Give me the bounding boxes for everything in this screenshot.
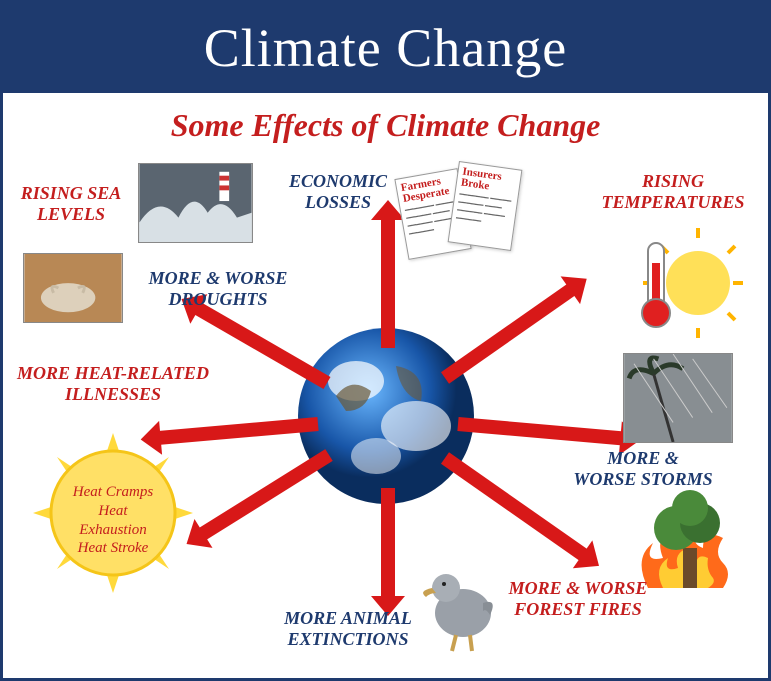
heat-list-item: Exhaustion bbox=[53, 521, 173, 540]
document-insurers: Insurers Broke ━━━━━━━ ━━━━━ ━━━━━━ ━━━━… bbox=[448, 161, 523, 251]
label-econ: ECONOMICLOSSES bbox=[278, 171, 398, 212]
arrow bbox=[457, 417, 623, 445]
wave-image bbox=[138, 163, 253, 243]
earth-icon bbox=[296, 326, 476, 506]
label-fires: MORE & WORSEFOREST FIRES bbox=[493, 578, 663, 619]
label-drought: MORE & WORSEDROUGHTS bbox=[138, 268, 298, 309]
heat-list-item: Heat bbox=[53, 502, 173, 521]
infographic-frame: Climate Change Some Effects of Climate C… bbox=[0, 0, 771, 681]
drought-image bbox=[23, 253, 123, 323]
subtitle: Some Effects of Climate Change bbox=[3, 107, 768, 144]
document-title: Farmers Desperate bbox=[400, 174, 457, 205]
diagram-canvas: Farmers Desperate ━━━━━━━ ━━━━━ ━━━━━━ ━… bbox=[3, 153, 768, 678]
storm-image bbox=[623, 353, 733, 443]
heat-list-item: Heat Stroke bbox=[53, 539, 173, 558]
header-title: Climate Change bbox=[204, 17, 567, 79]
thermometer-icon bbox=[623, 228, 743, 338]
arrow bbox=[381, 488, 395, 598]
label-extinct: MORE ANIMALEXTINCTIONS bbox=[263, 608, 433, 649]
label-storms: MORE &WORSE STORMS bbox=[563, 448, 723, 489]
label-sea: RISING SEALEVELS bbox=[11, 183, 131, 224]
arrow bbox=[381, 218, 395, 348]
heat-list-item: Heat Cramps bbox=[53, 483, 173, 502]
header-bar: Climate Change bbox=[3, 3, 768, 93]
heat-list: Heat Cramps Heat Exhaustion Heat Stroke bbox=[53, 483, 173, 558]
label-illness: MORE HEAT-RELATEDILLNESSES bbox=[8, 363, 218, 404]
label-temp: RISINGTEMPERATURES bbox=[598, 171, 748, 212]
document-title: Insurers Broke bbox=[460, 167, 517, 196]
